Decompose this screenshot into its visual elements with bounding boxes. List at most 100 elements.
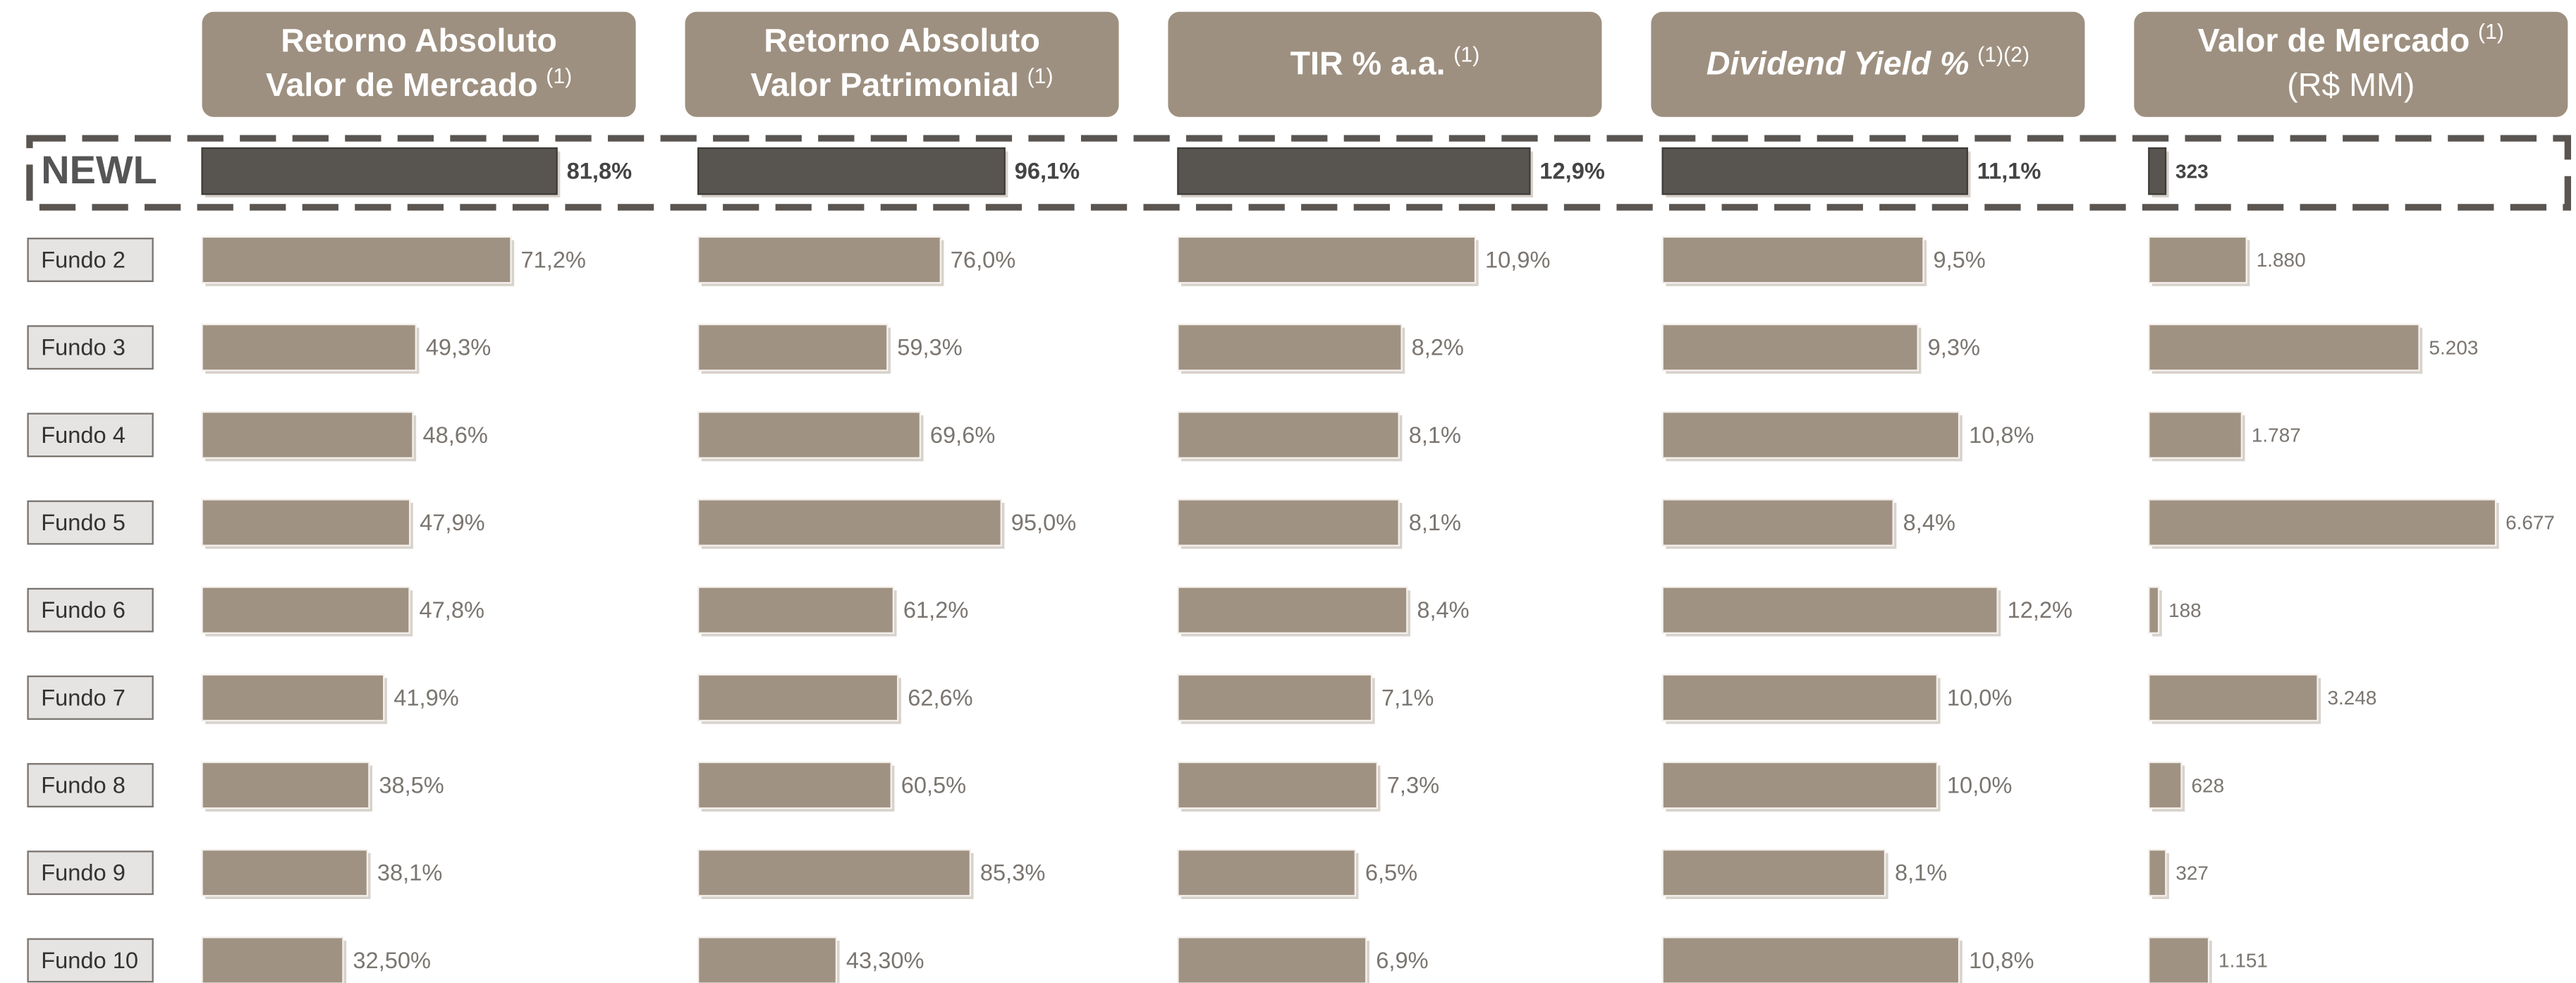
bar bbox=[1177, 411, 1400, 459]
value-label: 49,3% bbox=[426, 334, 491, 360]
panel-header bbox=[202, 11, 636, 117]
value-label: 38,5% bbox=[379, 771, 444, 798]
row-label: Fundo 9 bbox=[41, 860, 126, 886]
row-label: Fundo 8 bbox=[41, 771, 126, 798]
value-label: 323 bbox=[2175, 160, 2209, 182]
panel-title: Valor de Mercado (1) bbox=[266, 65, 572, 103]
bar bbox=[697, 673, 899, 722]
value-label: 9,5% bbox=[1933, 246, 1985, 272]
value-label: 628 bbox=[2192, 774, 2225, 796]
panel-title: (R$ MM) bbox=[2287, 66, 2415, 103]
bar bbox=[1661, 586, 1998, 634]
panel-header bbox=[1168, 11, 1602, 117]
value-label: 3.248 bbox=[2327, 687, 2376, 709]
bar bbox=[1177, 761, 1378, 810]
row-label-box bbox=[27, 413, 154, 458]
bar bbox=[1661, 936, 1960, 983]
panel-title: TIR % a.a. (1) bbox=[1290, 44, 1480, 82]
bar bbox=[201, 323, 417, 372]
panel-title-text: TIR % a.a. bbox=[1290, 45, 1446, 82]
value-label: 6.677 bbox=[2505, 512, 2555, 534]
row-label-box bbox=[27, 675, 154, 720]
value-label: 62,6% bbox=[908, 684, 972, 710]
panel-title: Retorno Absoluto bbox=[764, 22, 1040, 59]
bar bbox=[2148, 936, 2210, 983]
bar bbox=[697, 761, 892, 810]
value-label: 71,2% bbox=[520, 246, 585, 272]
bar bbox=[201, 673, 385, 722]
value-label: 8,1% bbox=[1895, 860, 1947, 886]
value-label: 47,8% bbox=[420, 597, 484, 623]
bar bbox=[1177, 586, 1408, 634]
bar bbox=[1177, 673, 1373, 722]
value-label: 81,8% bbox=[567, 158, 632, 184]
bar bbox=[1661, 323, 1919, 372]
bar bbox=[1177, 848, 1357, 897]
value-label: 10,8% bbox=[1969, 422, 2034, 448]
row-label: Fundo 7 bbox=[41, 684, 126, 710]
bar bbox=[697, 323, 889, 372]
bar bbox=[697, 499, 1002, 547]
row-label: Fundo 5 bbox=[41, 509, 126, 535]
panel-title-note: (1)(2) bbox=[1977, 44, 2029, 67]
bar bbox=[1177, 323, 1403, 372]
row-label-box bbox=[27, 238, 154, 282]
panel-header bbox=[2134, 11, 2568, 117]
row-label: Fundo 4 bbox=[41, 422, 126, 448]
bar bbox=[1661, 673, 1939, 722]
value-label: 95,0% bbox=[1011, 509, 1076, 535]
bar bbox=[1661, 848, 1886, 897]
value-label: 11,1% bbox=[1977, 158, 2041, 184]
panel-title-note: (1) bbox=[2478, 20, 2504, 44]
row-label-box bbox=[27, 850, 154, 896]
row-label: Fundo 10 bbox=[41, 947, 138, 973]
bar bbox=[697, 848, 972, 897]
bar bbox=[2148, 673, 2319, 722]
value-label: 47,9% bbox=[420, 509, 484, 535]
bar bbox=[2148, 411, 2243, 459]
row-label-box bbox=[27, 500, 154, 545]
panel-title-text: Dividend Yield % bbox=[1707, 45, 1970, 82]
panel-title-note: (1) bbox=[1027, 65, 1054, 88]
value-label: 12,2% bbox=[2008, 597, 2073, 623]
value-label: 59,3% bbox=[897, 334, 962, 360]
bar bbox=[697, 147, 1006, 195]
value-label: 8,1% bbox=[1409, 509, 1461, 535]
panel-title-text: (R$ MM) bbox=[2287, 66, 2415, 103]
value-label: 8,4% bbox=[1417, 597, 1469, 623]
value-label: 12,9% bbox=[1539, 158, 1604, 184]
bar bbox=[201, 411, 414, 459]
value-label: 1.787 bbox=[2252, 425, 2301, 446]
panel-title-text: Valor de Mercado bbox=[2198, 22, 2470, 59]
panel-title-text: Valor de Mercado bbox=[266, 66, 538, 103]
value-label: 10,0% bbox=[1947, 771, 2012, 798]
value-label: 96,1% bbox=[1015, 158, 1080, 184]
row-label-box bbox=[27, 763, 154, 808]
bar bbox=[2148, 761, 2183, 810]
bar bbox=[697, 936, 838, 983]
value-label: 60,5% bbox=[901, 771, 966, 798]
value-label: 7,3% bbox=[1387, 771, 1439, 798]
value-label: 10,8% bbox=[1969, 947, 2034, 973]
panel-title: Retorno Absoluto bbox=[281, 22, 557, 59]
highlight-frame bbox=[26, 135, 2572, 211]
bar bbox=[697, 236, 941, 284]
bar bbox=[201, 936, 344, 983]
panel-header bbox=[685, 11, 1119, 117]
bar bbox=[697, 411, 922, 459]
value-label: 7,1% bbox=[1381, 684, 1434, 710]
bar bbox=[1661, 499, 1894, 547]
panel-title-text: Retorno Absoluto bbox=[764, 22, 1040, 59]
value-label: 8,4% bbox=[1903, 509, 1955, 535]
bar bbox=[1177, 147, 1531, 195]
bar bbox=[697, 586, 895, 634]
value-label: 6,5% bbox=[1365, 860, 1417, 886]
bar bbox=[1661, 411, 1960, 459]
value-label: 10,0% bbox=[1947, 684, 2012, 710]
row-label-box bbox=[27, 938, 154, 983]
value-label: 32,50% bbox=[353, 947, 431, 973]
value-label: 1.880 bbox=[2257, 249, 2306, 271]
value-label: 69,6% bbox=[930, 422, 995, 448]
row-label-box bbox=[27, 587, 154, 633]
